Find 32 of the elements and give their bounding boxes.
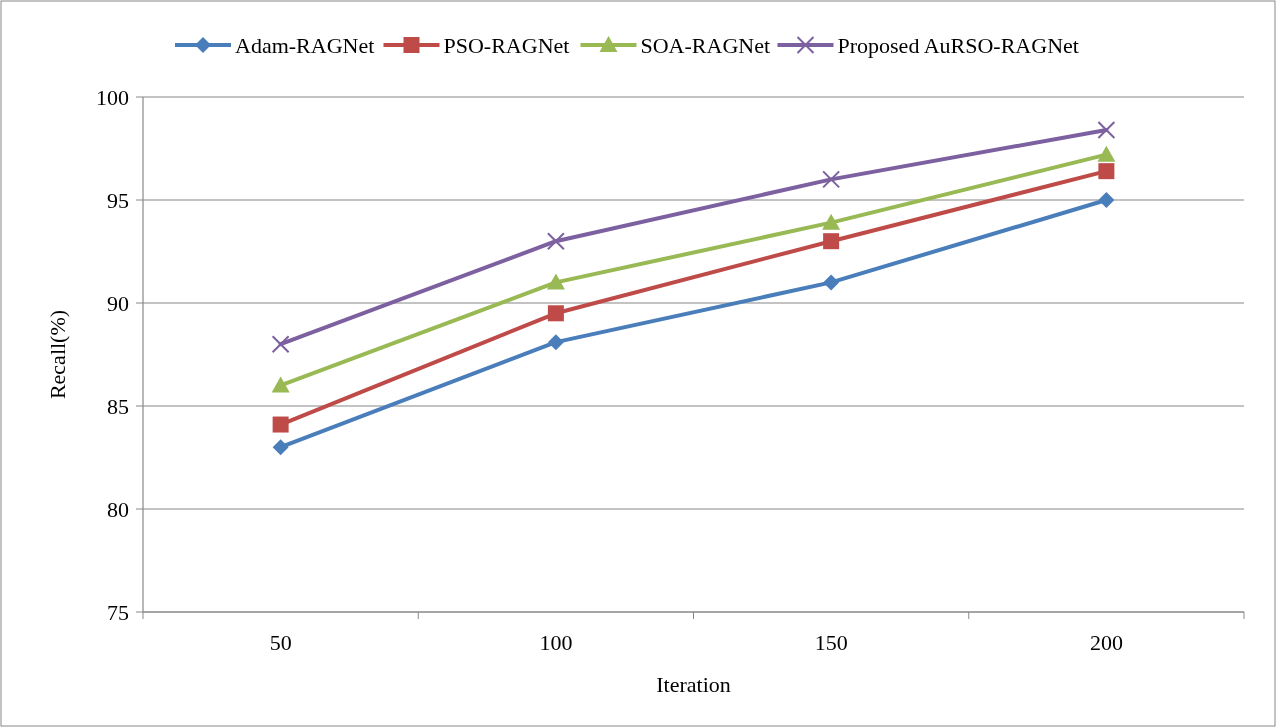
x-tick-label: 100 xyxy=(539,630,573,655)
legend-label: Proposed AuRSO-RAGNet xyxy=(837,32,1079,58)
point xyxy=(547,334,564,351)
point xyxy=(271,335,290,354)
legend-label: PSO-RAGNet xyxy=(443,32,570,58)
y-tick-label: 85 xyxy=(107,393,129,419)
point xyxy=(546,232,565,251)
legend-label: Adam-RAGNet xyxy=(235,32,375,58)
point xyxy=(822,213,841,230)
x-tick-label: 200 xyxy=(1089,630,1123,655)
y-axis-title: Recall(%) xyxy=(45,309,70,400)
x-tick-label: 150 xyxy=(814,630,848,655)
point xyxy=(822,170,841,189)
y-tick-label: 80 xyxy=(107,496,129,522)
y-tick-label: 95 xyxy=(107,187,129,213)
point xyxy=(272,439,289,456)
point xyxy=(546,273,565,290)
point xyxy=(271,376,290,393)
y-tick-label: 90 xyxy=(107,290,129,316)
point xyxy=(547,305,564,322)
y-tick-label: 100 xyxy=(96,84,129,110)
point xyxy=(823,233,840,250)
point xyxy=(1098,163,1115,180)
point xyxy=(1097,120,1116,139)
x-axis-title: Iteration xyxy=(656,672,731,697)
legend-label: SOA-RAGNet xyxy=(640,32,771,58)
point xyxy=(1097,145,1116,162)
x-tick-label: 50 xyxy=(269,630,292,655)
point xyxy=(1098,192,1115,208)
point xyxy=(823,274,840,291)
y-tick-label: 75 xyxy=(107,599,129,625)
point xyxy=(272,416,289,433)
